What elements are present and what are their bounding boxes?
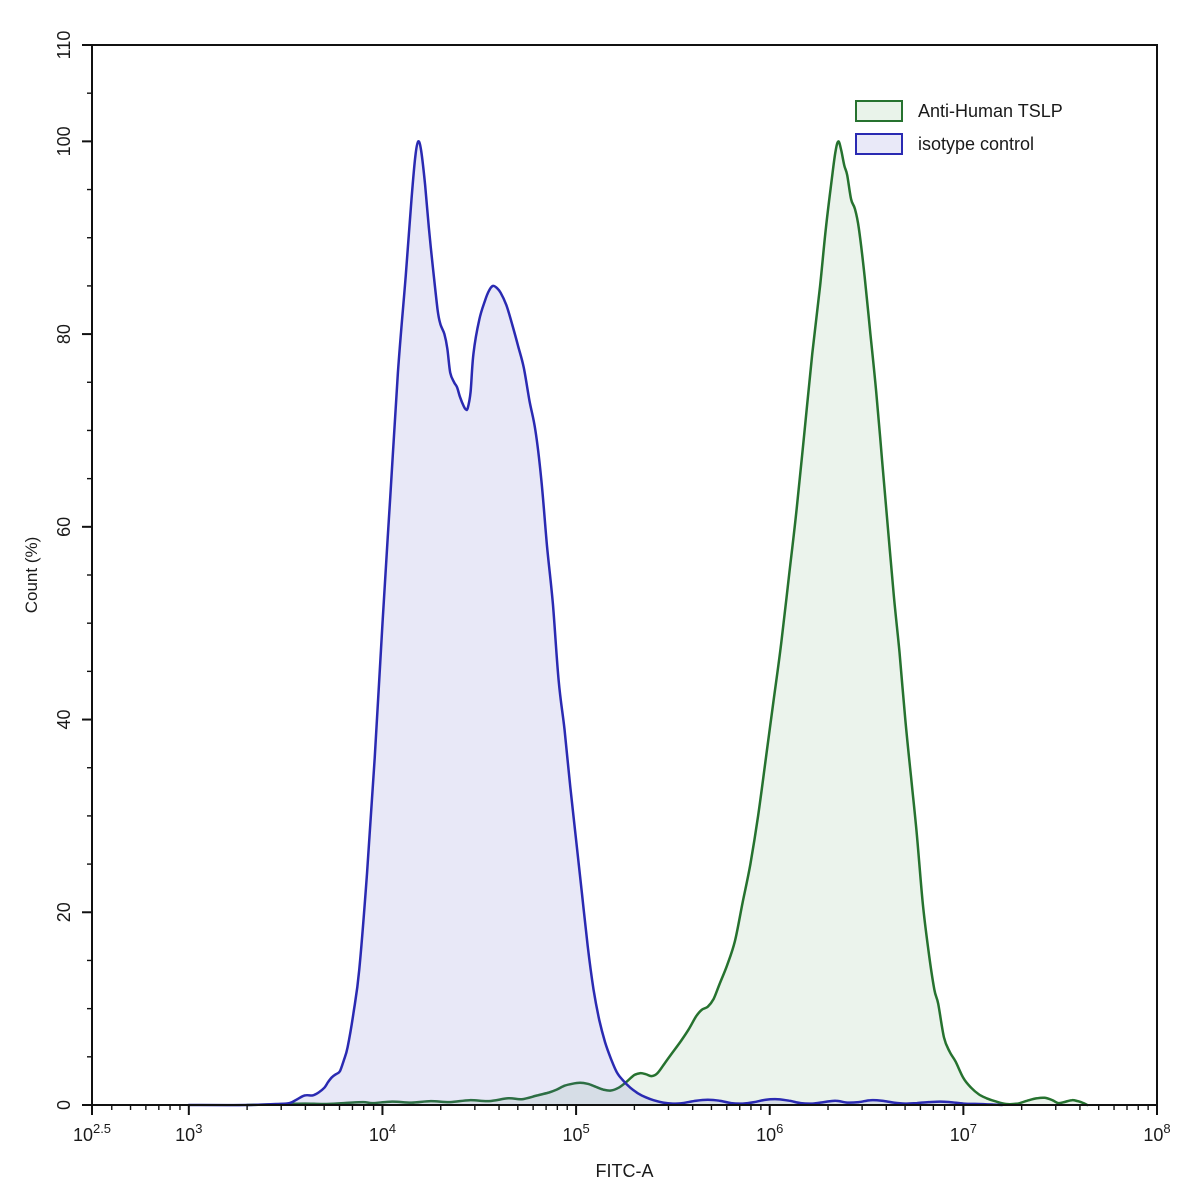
x-tick-label: 106 [756, 1121, 783, 1145]
y-tick-label: 100 [54, 126, 74, 156]
y-tick-label: 0 [54, 1100, 74, 1110]
x-axis-title: FITC-A [596, 1161, 654, 1181]
y-tick-label: 40 [54, 710, 74, 730]
x-tick-label: 103 [175, 1121, 202, 1145]
legend-swatch-blue [855, 133, 903, 155]
x-tick-label: 104 [369, 1121, 396, 1145]
plot-frame [91, 44, 1158, 1106]
y-tick-label: 110 [54, 31, 74, 60]
y-tick-label: 20 [54, 902, 74, 922]
x-tick-label: 108 [1143, 1121, 1170, 1145]
series-line-0 [245, 140, 1089, 1107]
y-tick-label: 80 [54, 324, 74, 344]
axis-ticks [82, 44, 1158, 1115]
series-area-0 [246, 141, 1088, 1105]
legend-label-isotype-control: isotype control [918, 134, 1035, 154]
y-tick-label: 60 [54, 517, 74, 537]
legend: Anti-Human TSLP isotype control [855, 100, 1063, 155]
legend-entry-isotype-control: isotype control [855, 133, 1063, 155]
x-tick-label: 105 [562, 1121, 589, 1145]
legend-label-anti-human-tslp: Anti-Human TSLP [918, 101, 1063, 121]
series-area-1 [188, 141, 1003, 1106]
y-axis-title: Count (%) [22, 537, 41, 614]
legend-swatch-green [855, 100, 903, 122]
legend-entry-anti-human-tslp: Anti-Human TSLP [855, 100, 1063, 122]
series-line-1 [187, 140, 1004, 1107]
x-tick-label: 102.5 [73, 1121, 111, 1145]
x-tick-label: 107 [950, 1121, 977, 1145]
